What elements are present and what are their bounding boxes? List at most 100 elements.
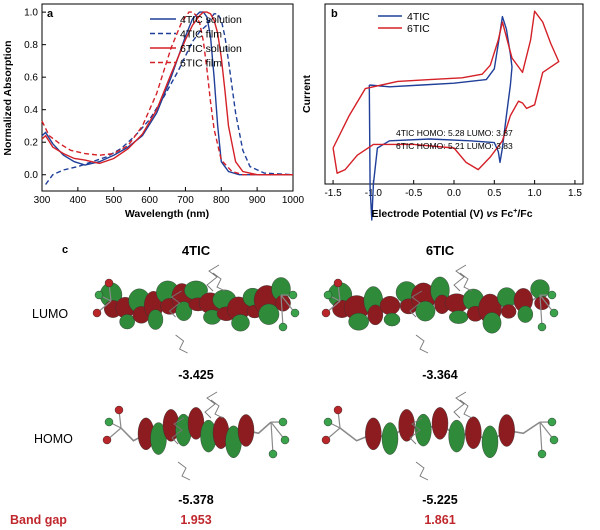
row-label-lumo: LUMO [32,307,68,321]
orbital-lobe [431,407,449,440]
atom [333,405,343,415]
homo-energy-6tic: -5.225 [422,493,457,507]
orbital-lobe [534,296,550,310]
atom [92,308,102,318]
legend-label: 4TIC [407,11,430,23]
band-gap-4tic: 1.953 [180,513,211,527]
orbital-lobe [237,414,255,447]
side-chain [171,417,191,481]
y-tick-label: 1.0 [24,8,38,19]
orbital-lobe [348,312,369,331]
orbital-lobe [398,409,415,442]
orbital-lobe [258,303,280,325]
x-tick-label: 300 [34,195,51,206]
orbital-lobe [119,314,135,330]
atom [321,435,331,445]
atom [104,278,114,288]
orbital-lobe [383,312,401,327]
atom [547,417,557,427]
x-tick-label: 900 [249,195,266,206]
x-tick-label: 1.5 [568,188,582,199]
panel-b-plot-frame [324,3,584,185]
panel-b-y-axis-label: Current [301,75,313,113]
column-title-6tic: 6TIC [426,243,455,258]
atom [333,278,343,288]
panel-b-xlabel-prefix: Electrode Potential (V) [371,208,486,220]
orbital-image-lumo-6tic [321,264,559,354]
legend-label: 6TIC [407,23,430,35]
panel-a-legend: 4TIC solution 4TIC film 6TIC solution 6TIC … [150,14,242,70]
orbital-lobe [415,300,436,322]
panel-b-x-ticks: -1.5 -1.0 -0.5 0.0 0.5 1.0 1.5 [324,180,582,199]
atom [114,405,124,415]
side-chain [453,264,473,292]
atom [102,435,112,445]
y-tick-label: 0.2 [24,138,38,149]
side-chain [409,417,429,481]
y-tick-label: 0.6 [24,73,38,84]
atom [280,435,290,445]
atom [323,290,333,300]
atom-bond [539,295,543,328]
x-tick-label: -1.5 [324,188,342,199]
atom [537,449,547,459]
series-line-4tic-film [45,13,294,185]
panel-b-xlabel-sup: + [513,208,517,215]
orbital-lobe [367,304,384,326]
panel-b-series [332,10,560,221]
atom [321,308,331,318]
legend-label: 4TIC solution [180,14,242,26]
x-tick-label: 500 [105,195,122,206]
x-tick-label: 0.5 [487,188,501,199]
band-gap-6tic: 1.861 [424,513,455,527]
x-tick-label: 700 [177,195,194,206]
orbital-lobe [497,287,517,308]
cv-curve-6tic [332,10,560,174]
orbital-lobe [231,314,250,332]
panel-c-label: c [62,244,68,256]
orbital-lobe [175,301,193,321]
orbital-lobe [498,414,515,447]
atom [323,417,333,427]
side-chain [206,264,226,292]
orbital-lobe [449,310,469,324]
y-tick-label: 0.0 [24,170,38,181]
panel-a-y-axis-label: Normalized Absorption [2,40,14,155]
lumo-energy-4tic: -3.425 [178,368,213,382]
atom [278,322,288,332]
atom [94,290,104,300]
lumo-energy-6tic: -3.364 [422,368,457,382]
orbital-image-lumo-4tic [92,264,300,354]
panel-a-x-ticks: 300 400 500 600 700 800 900 1000 [34,187,305,206]
atom [537,322,547,332]
atom [268,449,278,459]
orbital-lobe [517,305,534,323]
panel-a: a 300 400 500 600 700 800 900 1000 0.0 0.2 0.4 0.6… [2,3,305,220]
side-chain [409,290,429,354]
panel-a-series [41,11,294,185]
orbital-image-homo-4tic [102,391,290,481]
legend-label: 4TIC film [180,29,222,41]
panel-b-label: b [331,8,338,20]
x-tick-label: 400 [70,195,87,206]
orbital-lobe [482,312,502,334]
panel-a-label: a [47,8,54,20]
atom [547,290,557,300]
column-title-4tic: 4TIC [182,243,211,258]
panel-b-x-axis-label: Electrode Potential (V) vs Fc+/Fc [371,208,532,220]
x-tick-label: 0.0 [447,188,461,199]
panel-a-x-axis-label: Wavelength (nm) [125,208,209,220]
series-line-4tic-solution [41,11,293,176]
panel-a-plot-frame [41,3,294,192]
orbital-lobe [481,425,499,459]
x-tick-label: -0.5 [405,188,423,199]
orbital-lobe [365,417,382,451]
orbital-image-homo-6tic [321,391,559,481]
legend-label: 6TIC solution [180,43,242,55]
band-gap-label: Band gap [10,513,67,527]
y-tick-label: 0.8 [24,40,38,51]
panel-b-xlabel-suffix: Fc [498,208,513,220]
orbital-lobe [379,296,401,316]
